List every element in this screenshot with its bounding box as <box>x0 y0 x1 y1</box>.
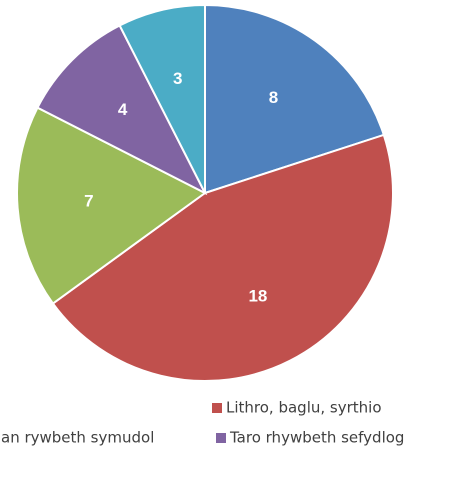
legend-swatch <box>212 403 222 413</box>
pie-slice <box>118 3 206 194</box>
legend-swatch <box>216 433 226 443</box>
data-label: 18 <box>248 286 267 305</box>
data-label: 8 <box>269 88 278 107</box>
pie-slice <box>51 133 394 382</box>
pie-slice <box>16 106 207 305</box>
legend-label: an rywbeth symudol <box>1 429 154 447</box>
data-label: 7 <box>84 192 93 211</box>
legend-label: Lithro, baglu, syrthio <box>226 399 382 417</box>
pie-slice <box>36 24 208 196</box>
legend-label: Taro rhywbeth sefydlog <box>229 429 404 447</box>
data-label: 3 <box>173 69 182 88</box>
data-label: 4 <box>118 100 128 119</box>
pie-slice <box>204 3 386 195</box>
